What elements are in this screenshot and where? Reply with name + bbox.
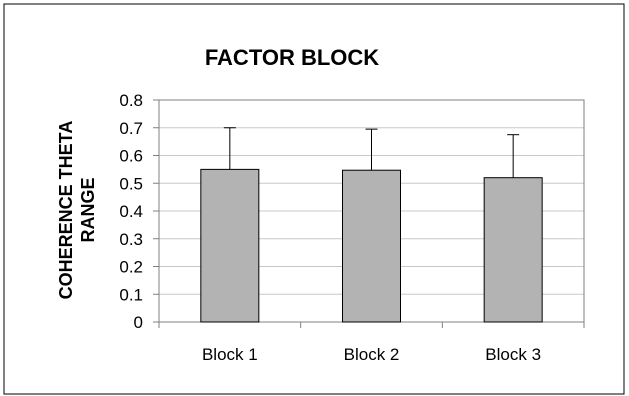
y-tick-label: 0.4	[119, 202, 143, 221]
y-tick-label: 0	[134, 313, 143, 332]
y-axis-label-line-1: COHERENCE THETA	[56, 121, 76, 300]
y-tick-label: 0.2	[119, 258, 143, 277]
y-tick-label: 0.3	[119, 230, 143, 249]
x-axis: Block 1 Block 2 Block 3	[158, 322, 585, 364]
bar	[200, 168, 260, 323]
y-tick-label: 0.1	[119, 285, 143, 304]
chart-title: FACTOR BLOCK	[205, 45, 379, 70]
x-tick-label: Block 3	[485, 345, 541, 364]
bar	[342, 169, 401, 323]
y-axis: 0 0.1 0.2 0.3 0.4 0.5 0.6 0.7 0.8	[119, 91, 159, 332]
y-tick-label: 0.7	[119, 119, 143, 138]
bar	[483, 177, 543, 323]
y-tick-label: 0.8	[119, 91, 143, 110]
y-axis-label-line-2: RANGE	[78, 177, 98, 242]
y-tick-label: 0.6	[119, 147, 143, 166]
error-bars	[223, 127, 520, 178]
y-axis-label: COHERENCE THETA RANGE	[56, 121, 98, 300]
y-tick-label: 0.5	[119, 174, 143, 193]
x-tick-label: Block 1	[202, 345, 258, 364]
x-tick-label: Block 2	[344, 345, 400, 364]
bars	[200, 168, 543, 323]
